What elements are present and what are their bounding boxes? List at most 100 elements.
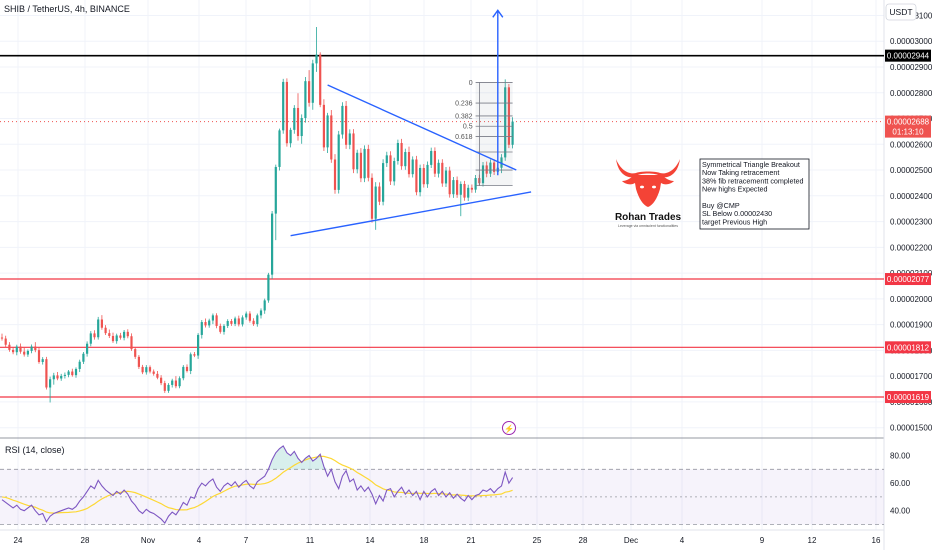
candle — [97, 316, 100, 340]
candle-body — [337, 134, 340, 190]
candle-body — [193, 354, 196, 356]
rsi-axis[interactable]: 40.00 60.00 80.00 — [890, 452, 911, 516]
rsi-tick-label: 80.00 — [890, 452, 911, 461]
candle-body — [389, 155, 392, 182]
bull-eye-left-icon — [640, 185, 644, 189]
time-tick-label: 21 — [467, 536, 476, 545]
candle-body — [378, 186, 381, 202]
resistance-price-tag — [885, 49, 931, 62]
breakout-arrow[interactable] — [492, 9, 504, 176]
price-tick-label: 0.00002500 — [890, 166, 932, 175]
price-tick-label: 0.00002800 — [890, 89, 932, 98]
candle — [289, 127, 292, 148]
candle — [145, 365, 148, 375]
candle-body — [160, 377, 163, 384]
rohan-trades-logo: Rohan Trades Leverage via omniscient fun… — [615, 159, 681, 228]
candle-body — [93, 333, 96, 338]
candle — [37, 347, 41, 364]
time-tick-label: 14 — [366, 536, 375, 545]
candle-body — [282, 81, 285, 131]
candle-body — [367, 148, 370, 178]
candle — [78, 359, 81, 373]
candle — [171, 378, 174, 388]
rsi-tick-label: 60.00 — [890, 479, 911, 488]
candle — [34, 342, 37, 353]
candle-body — [363, 148, 366, 179]
price-tick-label: 0.00002400 — [890, 192, 932, 201]
candle — [504, 79, 507, 161]
candle-body — [97, 319, 100, 338]
candle-body — [30, 346, 33, 351]
candle-body — [137, 356, 140, 367]
candle-body — [407, 152, 411, 175]
candle-body — [474, 178, 477, 190]
flash-event-marker[interactable]: ⚡ — [502, 421, 516, 435]
candle — [0, 333, 4, 341]
candle-body — [78, 361, 81, 369]
candle — [222, 324, 226, 335]
price-tick-label: 0.00001500 — [890, 424, 932, 433]
candle — [278, 128, 281, 171]
candle — [208, 318, 211, 328]
candle — [400, 138, 403, 170]
candle — [341, 102, 344, 139]
fib-retracement[interactable]: 0 0.236 0.382 0.5 0.618 — [455, 80, 513, 186]
price-tick-label: 0.00002300 — [890, 218, 932, 227]
candle-body — [126, 331, 129, 337]
flash-icon[interactable] — [502, 421, 516, 435]
candle-body — [352, 133, 355, 170]
symbol-title[interactable]: SHIB / TetherUS, 4h, BINANCE — [4, 4, 130, 14]
candle — [433, 147, 436, 178]
candle — [52, 372, 55, 385]
candle-body — [308, 81, 311, 103]
candle — [167, 383, 170, 393]
triangle-upper-trendline[interactable] — [327, 84, 517, 171]
candle — [185, 364, 189, 373]
candle-body — [163, 383, 166, 391]
price-axis[interactable]: 0.000015000.000016000.000017000.00001800… — [890, 11, 932, 432]
candle-body — [426, 164, 429, 185]
candle — [311, 59, 314, 110]
candle — [285, 78, 288, 147]
fib-level-label: 0.618 — [455, 134, 473, 141]
time-axis[interactable]: 24 28 Nov 4 7 11 14 18 21 25 28 Dec 4 9 12 16 — [14, 536, 881, 545]
time-tick-label: Dec — [624, 536, 638, 545]
candle-body — [382, 163, 385, 202]
candle-body — [385, 155, 388, 164]
rsi-pane[interactable]: RSI (14, close) — [0, 445, 884, 525]
support-price-tag — [885, 341, 931, 354]
candle — [385, 151, 388, 167]
candle-body — [104, 327, 107, 334]
candle-body — [86, 343, 89, 354]
candle — [241, 315, 244, 327]
current-price-tag — [885, 115, 931, 138]
candles-layer[interactable] — [0, 27, 514, 403]
candle-body — [341, 105, 344, 135]
candle — [259, 308, 263, 319]
candle — [315, 27, 318, 72]
candle-body — [56, 375, 59, 379]
candle — [108, 329, 111, 339]
candle — [393, 157, 396, 186]
triangle-lower-trendline[interactable] — [290, 191, 532, 237]
candle-body — [26, 350, 29, 355]
currency-selector[interactable]: USDT — [885, 3, 917, 21]
candle-body — [274, 166, 277, 214]
candle-body — [296, 107, 300, 137]
candle — [67, 369, 70, 378]
candle-body — [489, 162, 492, 174]
candle — [474, 174, 477, 193]
candle — [8, 342, 11, 352]
candle — [111, 332, 115, 343]
candle — [459, 181, 462, 217]
candle — [470, 184, 473, 193]
currency-button[interactable] — [885, 3, 917, 21]
breakout-arrow-head[interactable] — [492, 9, 504, 18]
candle — [304, 77, 307, 123]
candle — [163, 380, 166, 393]
candle — [444, 166, 448, 188]
candle — [152, 369, 155, 376]
rsi-line — [1, 445, 514, 525]
